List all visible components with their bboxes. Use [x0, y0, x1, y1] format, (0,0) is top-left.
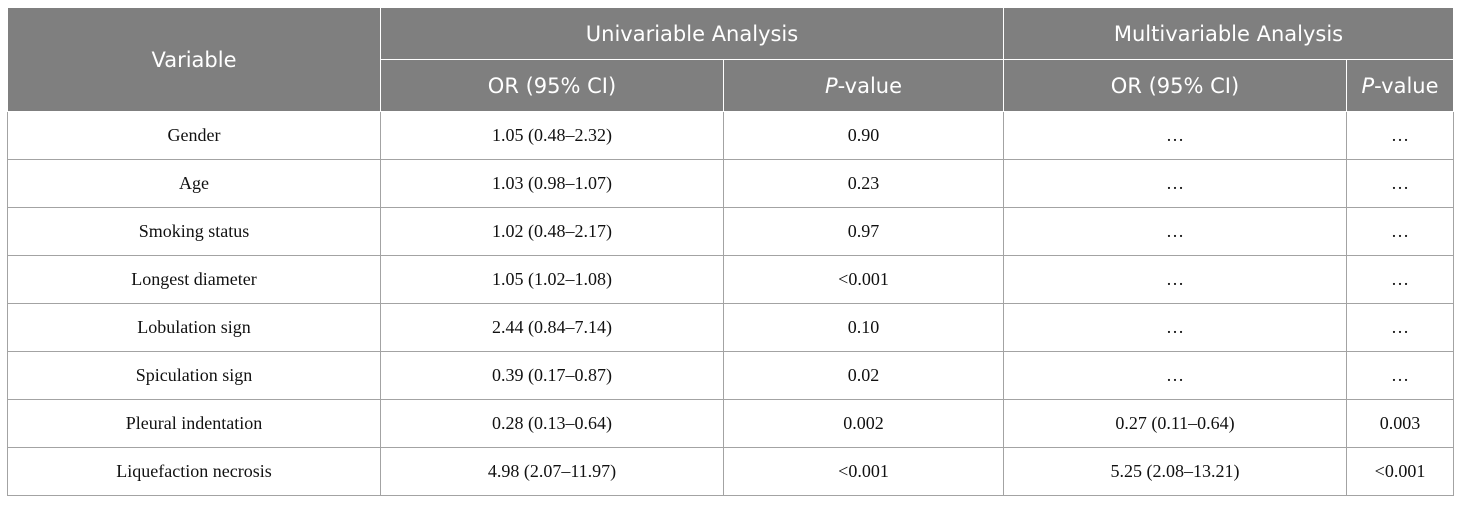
header-multivariable: Multivariable Analysis — [1003, 7, 1454, 60]
p-italic: P — [1361, 73, 1375, 98]
header-variable: Variable — [7, 7, 381, 112]
cell-uni-or: 0.39 (0.17–0.87) — [380, 351, 724, 400]
cell-uni-or: 2.44 (0.84–7.14) — [380, 303, 724, 352]
cell-multi-p: … — [1346, 111, 1454, 160]
table-header: Variable Univariable Analysis Multivaria… — [7, 7, 1454, 112]
cell-variable: Liquefaction necrosis — [7, 447, 381, 496]
table-row: Smoking status 1.02 (0.48–2.17) 0.97…… — [7, 207, 1454, 256]
cell-uni-or: 1.05 (0.48–2.32) — [380, 111, 724, 160]
p-italic: P — [824, 73, 838, 98]
table-row: Pleural indentation 0.28 (0.13–0.64) 0.002… — [7, 399, 1454, 448]
cell-uni-or: 4.98 (2.07–11.97) — [380, 447, 724, 496]
header-uni-or: OR (95% CI) — [380, 59, 724, 112]
cell-variable: Longest diameter — [7, 255, 381, 304]
cell-multi-or: 0.27 (0.11–0.64) — [1003, 399, 1347, 448]
cell-uni-or: 0.28 (0.13–0.64) — [380, 399, 724, 448]
cell-multi-p: … — [1346, 207, 1454, 256]
cell-uni-p: 0.02 — [723, 351, 1004, 400]
cell-multi-or: … — [1003, 159, 1347, 208]
header-multi-p: P-value — [1346, 59, 1454, 112]
cell-uni-or: 1.03 (0.98–1.07) — [380, 159, 724, 208]
table-body: Gender 1.05 (0.48–2.32) 0.90…… Age 1.03 (0.9… — [7, 111, 1454, 496]
cell-multi-p: 0.003 — [1346, 399, 1454, 448]
cell-uni-p: 0.90 — [723, 111, 1004, 160]
table-row: Spiculation sign 0.39 (0.17–0.87) 0.02…… — [7, 351, 1454, 400]
cell-variable: Spiculation sign — [7, 351, 381, 400]
header-univariable: Univariable Analysis — [380, 7, 1004, 60]
cell-multi-p: … — [1346, 159, 1454, 208]
cell-uni-p: <0.001 — [723, 447, 1004, 496]
cell-multi-p: <0.001 — [1346, 447, 1454, 496]
cell-uni-p: 0.97 — [723, 207, 1004, 256]
cell-multi-p: … — [1346, 255, 1454, 304]
cell-variable: Smoking status — [7, 207, 381, 256]
header-row-top: Variable Univariable Analysis Multivaria… — [7, 7, 1454, 112]
cell-variable: Age — [7, 159, 381, 208]
table-row: Gender 1.05 (0.48–2.32) 0.90…… — [7, 111, 1454, 160]
table-row: Liquefaction necrosis 4.98 (2.07–11.97) <0… — [7, 447, 1454, 496]
table-row: Age 1.03 (0.98–1.07) 0.23…… — [7, 159, 1454, 208]
cell-uni-p: 0.23 — [723, 159, 1004, 208]
p-suffix: -value — [837, 73, 903, 98]
cell-multi-p: … — [1346, 351, 1454, 400]
regression-table: Variable Univariable Analysis Multivaria… — [7, 7, 1454, 496]
cell-multi-or: 5.25 (2.08–13.21) — [1003, 447, 1347, 496]
cell-uni-or: 1.05 (1.02–1.08) — [380, 255, 724, 304]
cell-uni-p: 0.10 — [723, 303, 1004, 352]
cell-multi-or: … — [1003, 207, 1347, 256]
cell-multi-or: … — [1003, 351, 1347, 400]
cell-variable: Lobulation sign — [7, 303, 381, 352]
cell-uni-or: 1.02 (0.48–2.17) — [380, 207, 724, 256]
p-suffix: -value — [1374, 73, 1439, 98]
cell-variable: Pleural indentation — [7, 399, 381, 448]
cell-multi-or: … — [1003, 111, 1347, 160]
table-row: Lobulation sign 2.44 (0.84–7.14) 0.10…… — [7, 303, 1454, 352]
cell-uni-p: <0.001 — [723, 255, 1004, 304]
header-multi-or: OR (95% CI) — [1003, 59, 1347, 112]
header-uni-p: P-value — [723, 59, 1004, 112]
cell-variable: Gender — [7, 111, 381, 160]
header-row-sub: OR (95% CI) P-value OR (95% CI) P-value — [8, 59, 1454, 112]
cell-uni-p: 0.002 — [723, 399, 1004, 448]
cell-multi-or: … — [1003, 255, 1347, 304]
table-row: Longest diameter 1.05 (1.02–1.08) <0.001…… — [7, 255, 1454, 304]
cell-multi-or: … — [1003, 303, 1347, 352]
cell-multi-p: … — [1346, 303, 1454, 352]
